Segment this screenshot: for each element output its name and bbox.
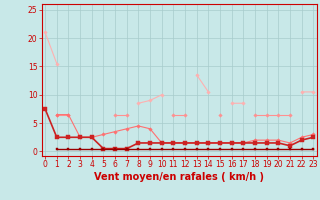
X-axis label: Vent moyen/en rafales ( km/h ): Vent moyen/en rafales ( km/h ) [94,172,264,182]
